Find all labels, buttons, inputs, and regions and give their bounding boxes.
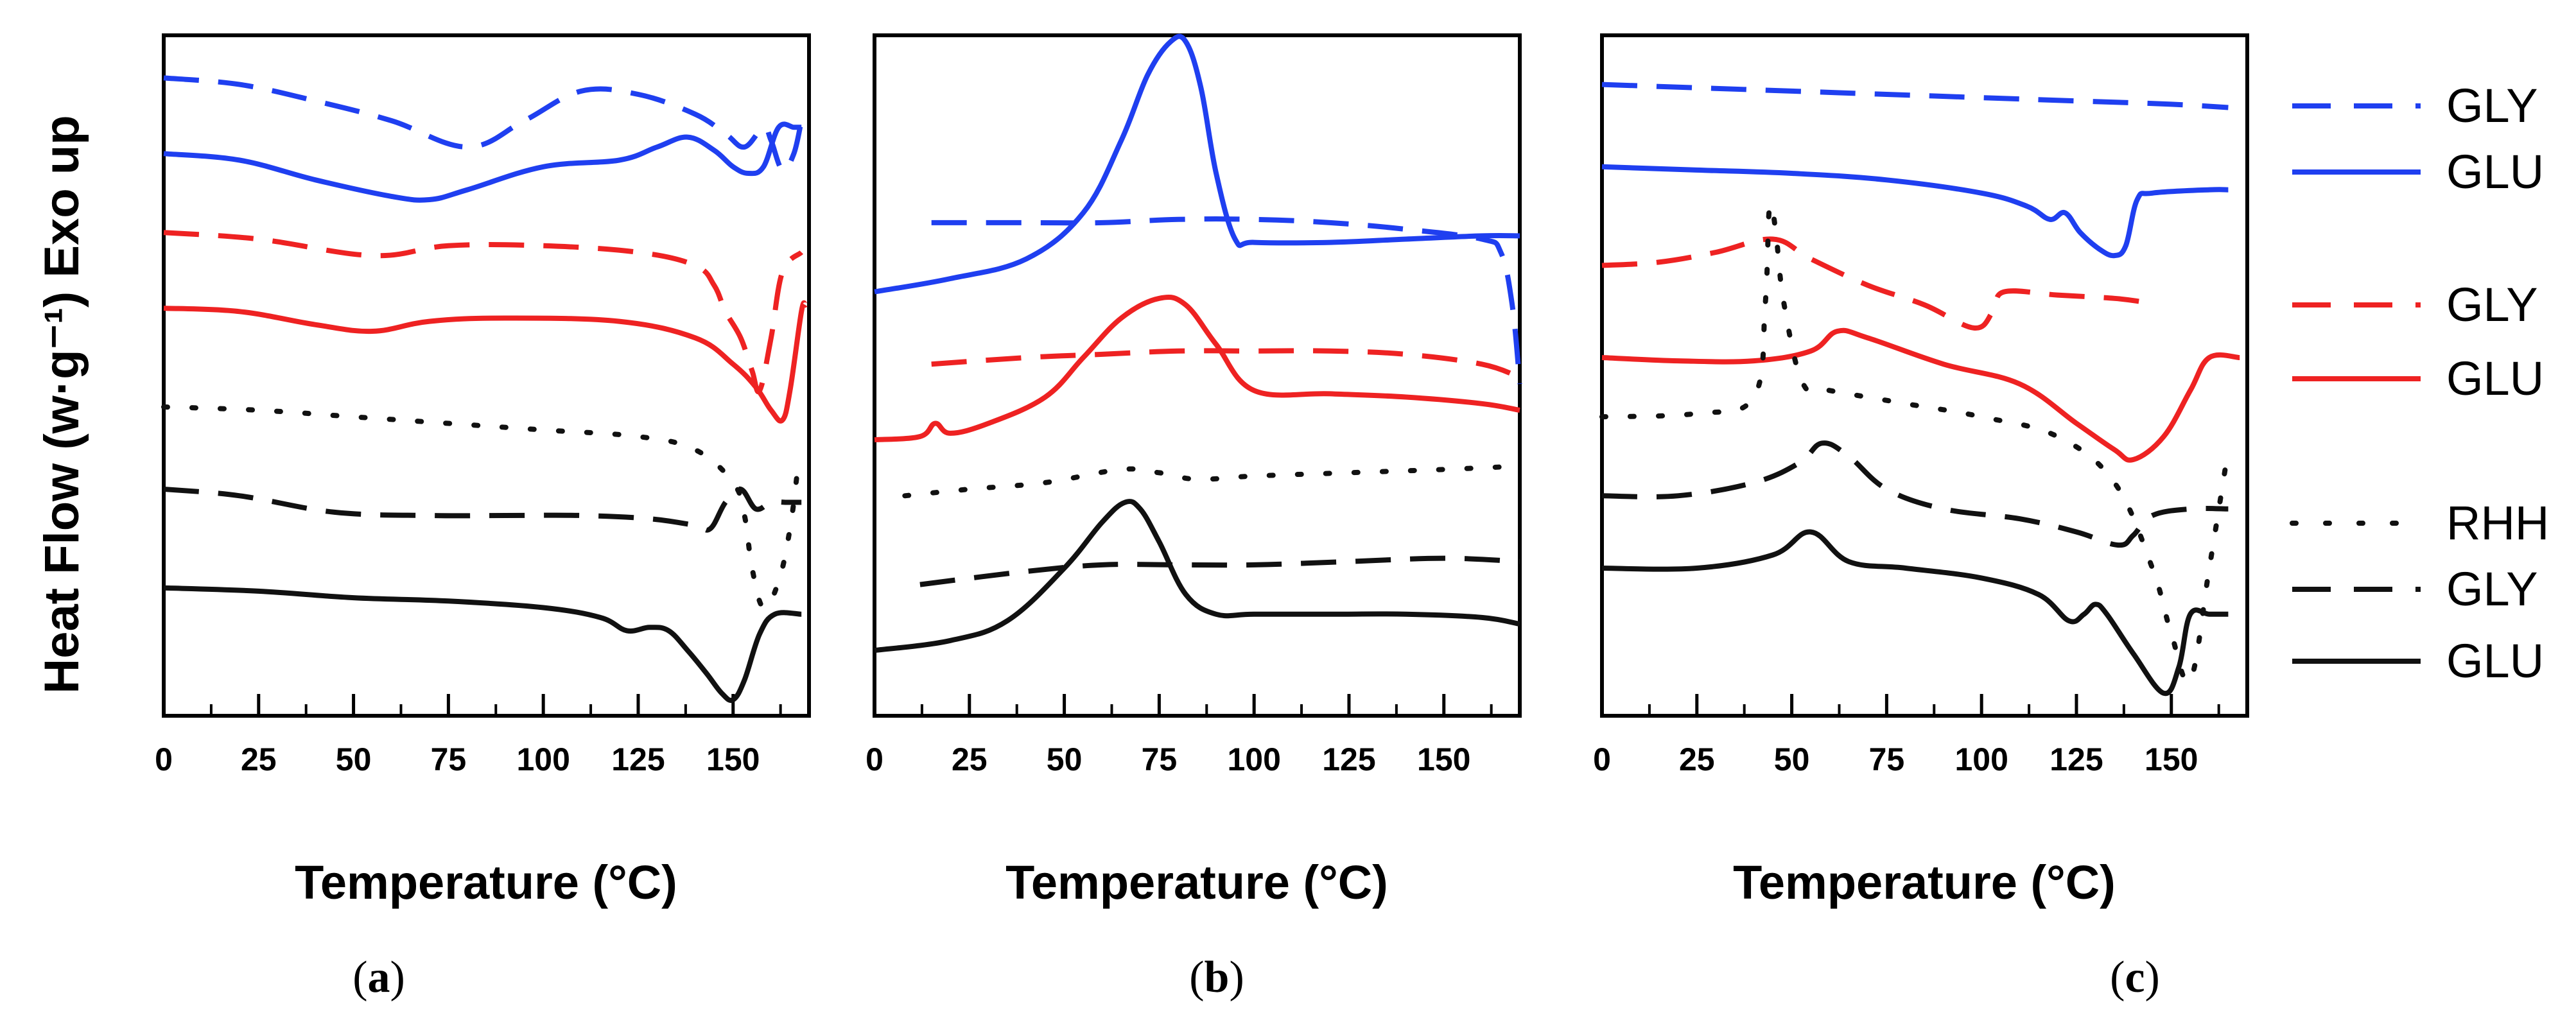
panel-c-tick-label: 100 xyxy=(1954,741,2008,777)
legend-label: GLU xyxy=(2446,634,2544,688)
panel-b: 0 25 50 75 100 125 150 Temperature (°C) xyxy=(866,33,1522,909)
legend-label: GLU xyxy=(2446,352,2544,405)
panel-a-series-glu-solid xyxy=(163,585,802,703)
panel-c-tick-label: 125 xyxy=(2049,741,2103,777)
panel-b-tick-label: 125 xyxy=(1322,741,1375,777)
panel-c: 0 25 50 75 100 125 150 Temperature (°C) xyxy=(1593,33,2249,909)
panel-a-series-glu-solid xyxy=(163,300,808,424)
caption-b-close: ) xyxy=(1229,953,1244,1002)
panel-a-tick-label: 150 xyxy=(706,741,760,777)
panel-a-tick-label: 75 xyxy=(431,741,467,777)
panel-c-frame xyxy=(1600,33,2249,718)
legend-label: GLU xyxy=(2446,145,2544,198)
panel-a-tick-label: 50 xyxy=(336,741,372,777)
panel-a-tick-label: 125 xyxy=(611,741,665,777)
panel-c-series xyxy=(1599,82,2240,696)
panel-b-tick-label: 75 xyxy=(1142,741,1178,777)
caption-c-open: ( xyxy=(2110,953,2125,1002)
panel-b-tick-label: 150 xyxy=(1417,741,1470,777)
panel-b-series-gly-dashed xyxy=(931,348,1521,380)
legend-label: GLY xyxy=(2446,79,2538,132)
caption-a: (a) xyxy=(352,953,405,1002)
panel-b-tick-label: 25 xyxy=(952,741,988,777)
caption-c: (c) xyxy=(2110,953,2160,1002)
caption-b-letter: b xyxy=(1205,953,1230,1002)
panel-b-tick-label: 100 xyxy=(1227,741,1280,777)
panel-a: 0 25 50 75 100 125 150 Temperature (°C) xyxy=(155,33,811,909)
caption-b: (b) xyxy=(1189,953,1244,1002)
caption-b-open: ( xyxy=(1189,953,1204,1002)
panel-c-tick-label: 75 xyxy=(1869,741,1905,777)
legend: GLY GLU GLY GLU RHH GLY GLU xyxy=(2290,79,2549,688)
panel-c-tick-label: 25 xyxy=(1679,741,1715,777)
caption-a-open: ( xyxy=(352,953,367,1002)
panel-c-tick-label: 150 xyxy=(2145,741,2198,777)
caption-c-letter: c xyxy=(2125,953,2145,1002)
panel-c-series-glu-solid xyxy=(1601,164,2229,259)
legend-label: GLY xyxy=(2446,278,2538,331)
panel-b-series-glu-solid xyxy=(874,295,1520,443)
panel-a-tick-label: 25 xyxy=(241,741,277,777)
panel-c-series-glu-solid xyxy=(1601,529,2229,696)
panel-b-series xyxy=(874,33,1522,654)
panel-b-series-gly-dashed xyxy=(919,555,1520,587)
legend-label: GLY xyxy=(2446,562,2538,616)
caption-a-letter: a xyxy=(368,953,390,1002)
panel-a-x-axis-title: Temperature (°C) xyxy=(295,856,677,909)
panel-a-tick-label: 0 xyxy=(155,741,173,777)
caption-c-close: ) xyxy=(2145,953,2160,1002)
panel-c-ticks: 0 25 50 75 100 125 150 xyxy=(1593,694,2220,777)
panel-a-series-gly-dashed xyxy=(163,486,802,533)
panel-b-series-glu-solid xyxy=(874,498,1520,654)
panel-a-series-glu-solid xyxy=(163,121,802,203)
legend-label: RHH xyxy=(2446,496,2549,550)
panel-c-series-gly-dashed xyxy=(1601,236,2142,331)
panel-a-series xyxy=(161,75,808,703)
panel-b-frame xyxy=(873,33,1522,718)
panel-b-series-gly-dashed xyxy=(931,216,1522,385)
panel-a-frame xyxy=(162,33,811,718)
panel-c-series-glu-solid xyxy=(1601,327,2240,463)
panel-b-series-rhh-dotted xyxy=(902,463,1522,499)
panel-a-series-rhh-dotted xyxy=(161,404,801,610)
panel-c-series-rhh-dotted xyxy=(1599,202,2231,685)
caption-a-close: ) xyxy=(390,953,405,1002)
panel-c-x-axis-title: Temperature (°C) xyxy=(1733,856,2116,909)
panel-a-tick-label: 100 xyxy=(516,741,570,777)
y-axis-title: Heat Flow (w·g⁻¹) Exo up xyxy=(35,115,89,693)
panel-b-x-axis-title: Temperature (°C) xyxy=(1005,856,1388,909)
panel-b-tick-label: 50 xyxy=(1047,741,1083,777)
panel-b-tick-label: 0 xyxy=(866,741,883,777)
panel-b-series-glu-solid xyxy=(874,33,1520,295)
panel-c-tick-label: 50 xyxy=(1774,741,1810,777)
panel-c-tick-label: 0 xyxy=(1593,741,1611,777)
panel-a-ticks: 0 25 50 75 100 125 150 xyxy=(155,694,782,777)
panel-b-ticks: 0 25 50 75 100 125 150 xyxy=(866,694,1493,777)
